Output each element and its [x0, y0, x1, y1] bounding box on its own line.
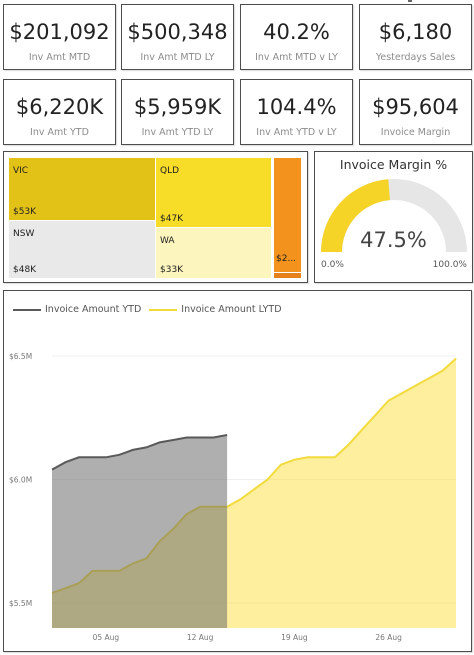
treemap-tile-name: QLD: [160, 166, 180, 176]
kpi-card-inv-amt-mtd-v-ly[interactable]: 40.2% Inv Amt MTD v LY: [240, 4, 353, 70]
gauge-graphic: [321, 179, 467, 252]
treemap-tile-value: $53K: [13, 207, 37, 217]
kpi-card-inv-amt-ytd-v-ly[interactable]: 104.4% Inv Amt YTD v LY: [240, 79, 353, 145]
treemap-tile-value: $47K: [160, 214, 184, 224]
treemap-tile-value: $33K: [160, 265, 184, 275]
legend-swatch: [149, 308, 178, 311]
legend-item-ytd[interactable]: Invoice Amount YTD: [13, 304, 141, 315]
kpi-card-yesterdays-sales[interactable]: $6,180 Yesterdays Sales: [359, 4, 472, 70]
kpi-value: $5,959K: [133, 95, 222, 119]
legend-label: Invoice Amount YTD: [45, 304, 142, 315]
chart-legend: Invoice Amount YTD Invoice Amount LYTD: [13, 304, 290, 315]
treemap-tile-vic[interactable]: VIC $53K: [9, 158, 155, 220]
region-treemap: VIC $53K NSW $48K QLD $47K WA $33K $2...: [3, 151, 308, 283]
treemap-tile-name: WA: [160, 236, 175, 246]
x-tick-label: 26 Aug: [375, 633, 402, 642]
treemap-tile-value: $2...: [276, 254, 297, 264]
legend-swatch: [13, 308, 41, 311]
area-ytd: [52, 435, 228, 628]
treemap-tile-small[interactable]: [274, 273, 301, 278]
gauge-title: Invoice Margin %: [339, 157, 448, 172]
treemap-tile-nsw[interactable]: NSW $48K: [9, 221, 155, 278]
kpi-card-inv-amt-ytd-ly[interactable]: $5,959K Inv Amt YTD LY: [121, 79, 234, 145]
kpi-value: $500,348: [127, 20, 228, 44]
x-tick-label: 19 Aug: [281, 633, 308, 642]
kpi-value: $95,604: [372, 95, 459, 119]
kpi-label: Yesterdays Sales: [375, 52, 456, 63]
kpi-label: Inv Amt YTD LY: [141, 127, 214, 138]
gauge-max-label: 100.0%: [432, 260, 467, 270]
treemap-tile-qld[interactable]: QLD $47K: [156, 158, 271, 227]
invoice-amount-chart: Invoice Amount YTD Invoice Amount LYTD $…: [3, 290, 472, 652]
kpi-label: Inv Amt YTD: [30, 127, 89, 138]
line-ytd[interactable]: [51, 434, 228, 471]
gauge-min-label: 0.0%: [321, 260, 344, 270]
kpi-value: $201,092: [9, 20, 110, 44]
y-tick-label: $6.5M: [9, 352, 32, 361]
kpi-label: Invoice Margin: [380, 127, 451, 138]
top-indicator-dot: [408, 0, 412, 2]
kpi-value: 104.4%: [256, 95, 337, 119]
kpi-card-invoice-margin[interactable]: $95,604 Invoice Margin: [359, 79, 472, 145]
kpi-value: $6,220K: [15, 95, 104, 119]
treemap-tile-other[interactable]: $2...: [274, 158, 301, 272]
chart-plot: $6.5M $6.0M $5.5M 05 Aug 12 Aug 19 Aug 26 Aug: [9, 352, 457, 642]
legend-item-lytd[interactable]: Invoice Amount LYTD: [149, 304, 282, 315]
gauge-fill: [321, 179, 390, 252]
y-tick-label: $6.0M: [9, 476, 32, 485]
treemap-tile-value: $48K: [13, 265, 37, 275]
kpi-label: Inv Amt MTD LY: [140, 52, 215, 63]
treemap-tile-name: VIC: [13, 166, 29, 176]
x-tick-label: 12 Aug: [187, 633, 214, 642]
kpi-label: Inv Amt MTD v LY: [255, 52, 338, 63]
kpi-value: 40.2%: [263, 20, 330, 44]
kpi-card-inv-amt-mtd-ly[interactable]: $500,348 Inv Amt MTD LY: [121, 4, 234, 70]
kpi-label: Inv Amt YTD v LY: [256, 127, 337, 138]
kpi-card-inv-amt-mtd[interactable]: $201,092 Inv Amt MTD: [3, 4, 116, 70]
x-tick-label: 05 Aug: [93, 633, 120, 642]
kpi-value: $6,180: [378, 20, 453, 44]
legend-label: Invoice Amount LYTD: [181, 304, 282, 315]
y-tick-label: $5.5M: [9, 599, 32, 608]
kpi-label: Inv Amt MTD: [28, 52, 91, 63]
treemap-tile-name: NSW: [13, 229, 35, 239]
gauge-value: 47.5%: [360, 228, 427, 252]
treemap-tile-wa[interactable]: WA $33K: [156, 228, 271, 278]
kpi-card-inv-amt-ytd[interactable]: $6,220K Inv Amt YTD: [3, 79, 116, 145]
invoice-margin-gauge: Invoice Margin % 47.5% 0.0% 100.0%: [314, 151, 473, 283]
